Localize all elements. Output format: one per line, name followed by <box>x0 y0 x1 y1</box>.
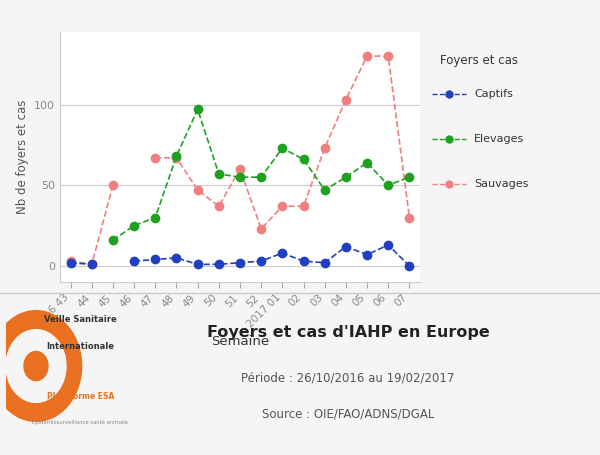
Text: Captifs: Captifs <box>474 89 513 99</box>
Text: Période : 26/10/2016 au 19/02/2017: Période : 26/10/2016 au 19/02/2017 <box>241 371 455 384</box>
Y-axis label: Nb de foyers et cas: Nb de foyers et cas <box>16 100 29 214</box>
Text: Foyers et cas: Foyers et cas <box>440 54 518 67</box>
Text: Veille Sanitaire: Veille Sanitaire <box>44 315 117 324</box>
Circle shape <box>0 311 82 421</box>
Text: Source : OIE/FAO/ADNS/DGAL: Source : OIE/FAO/ADNS/DGAL <box>262 408 434 420</box>
Text: Epidémiosurveillance santé animale: Epidémiosurveillance santé animale <box>32 420 128 425</box>
Circle shape <box>24 351 48 380</box>
Text: Elevages: Elevages <box>474 134 524 144</box>
Text: Foyers et cas d'IAHP en Europe: Foyers et cas d'IAHP en Europe <box>206 325 490 339</box>
X-axis label: Semaine: Semaine <box>211 335 269 349</box>
Circle shape <box>6 329 66 402</box>
Text: Internationale: Internationale <box>46 342 115 350</box>
Text: Plateforme ESA: Plateforme ESA <box>47 393 114 401</box>
Text: Sauvages: Sauvages <box>474 179 529 189</box>
